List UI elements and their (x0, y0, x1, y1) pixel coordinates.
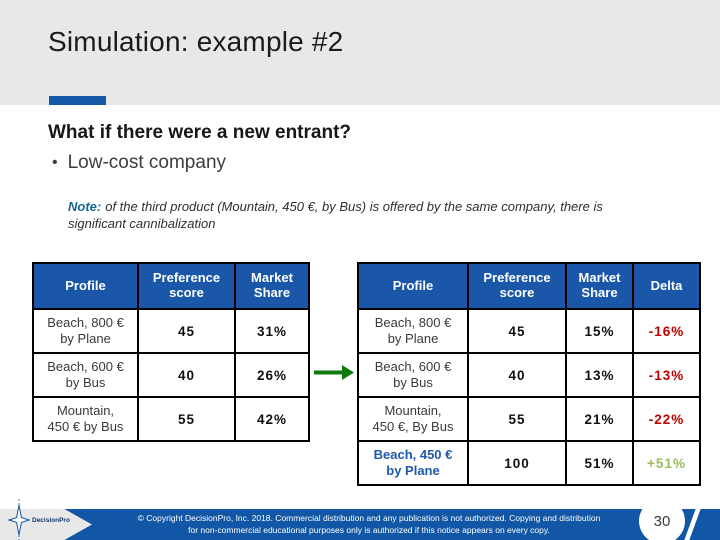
page-number: 30 (653, 512, 671, 530)
profile-cell: Beach, 600 € by Bus (32, 352, 139, 398)
bullet-marker: • (52, 154, 58, 171)
table-header-row: Profile Preference score Market Share De… (357, 262, 701, 310)
page-number-badge: 30 (639, 498, 685, 540)
delta-cell: -13% (632, 352, 701, 398)
score-cell: 40 (467, 352, 567, 398)
title-band (0, 0, 720, 105)
table-row: Mountain, 450 € by Bus 55 42% (32, 396, 310, 442)
right-arrow-icon (314, 365, 354, 380)
score-cell: 45 (137, 308, 236, 354)
table-before-entrant: Profile Preference score Market Share Be… (32, 262, 310, 442)
copyright-text: © Copyright DecisionPro, Inc. 2018. Comm… (137, 513, 601, 536)
col-header-preference-score: Preference score (137, 262, 236, 310)
table-header-row: Profile Preference score Market Share (32, 262, 310, 310)
share-cell: 13% (565, 352, 634, 398)
share-cell: 51% (565, 440, 634, 486)
note-text: of the third product (Mountain, 450 €, b… (68, 199, 603, 231)
table-row: Beach, 800 € by Plane 45 15% -16% (357, 308, 701, 354)
score-cell: 55 (137, 396, 236, 442)
col-header-profile: Profile (357, 262, 469, 310)
profile-cell: Mountain, 450 € by Bus (32, 396, 139, 442)
share-cell: 26% (234, 352, 310, 398)
question-heading: What if there were a new entrant? (48, 122, 351, 143)
col-header-profile: Profile (32, 262, 139, 310)
score-cell: 100 (467, 440, 567, 486)
table-row-new-entrant: Beach, 450 € by Plane 100 51% +51% (357, 440, 701, 486)
col-header-delta: Delta (632, 262, 701, 310)
delta-cell: -16% (632, 308, 701, 354)
score-cell: 45 (467, 308, 567, 354)
delta-cell: -22% (632, 396, 701, 442)
note-label: Note: (68, 199, 102, 214)
table-row: Beach, 600 € by Bus 40 13% -13% (357, 352, 701, 398)
logo-text: DecisionPro (32, 517, 70, 524)
share-cell: 42% (234, 396, 310, 442)
profile-cell: Beach, 600 € by Bus (357, 352, 469, 398)
table-row: Beach, 600 € by Bus 40 26% (32, 352, 310, 398)
col-header-market-share: Market Share (565, 262, 634, 310)
col-header-market-share: Market Share (234, 262, 310, 310)
footer-bar (0, 509, 720, 540)
table-after-entrant: Profile Preference score Market Share De… (357, 262, 701, 486)
compass-logo-icon (7, 497, 31, 540)
delta-cell: +51% (632, 440, 701, 486)
share-cell: 31% (234, 308, 310, 354)
profile-cell: Beach, 800 € by Plane (357, 308, 469, 354)
table-row: Mountain, 450 €, By Bus 55 21% -22% (357, 396, 701, 442)
score-cell: 55 (467, 396, 567, 442)
bullet-text: Low-cost company (67, 152, 227, 173)
col-header-preference-score: Preference score (467, 262, 567, 310)
profile-cell-new-entrant: Beach, 450 € by Plane (357, 440, 469, 486)
profile-cell: Mountain, 450 €, By Bus (357, 396, 469, 442)
share-cell: 15% (565, 308, 634, 354)
score-cell: 40 (137, 352, 236, 398)
note: Note: of the third product (Mountain, 450… (68, 199, 630, 233)
profile-cell: Beach, 800 € by Plane (32, 308, 139, 354)
slide-title: Simulation: example #2 (48, 26, 344, 57)
accent-bar (49, 96, 106, 105)
share-cell: 21% (565, 396, 634, 442)
bullet-item: • Low-cost company (52, 152, 226, 174)
table-row: Beach, 800 € by Plane 45 31% (32, 308, 310, 354)
transition-arrow (313, 364, 355, 386)
